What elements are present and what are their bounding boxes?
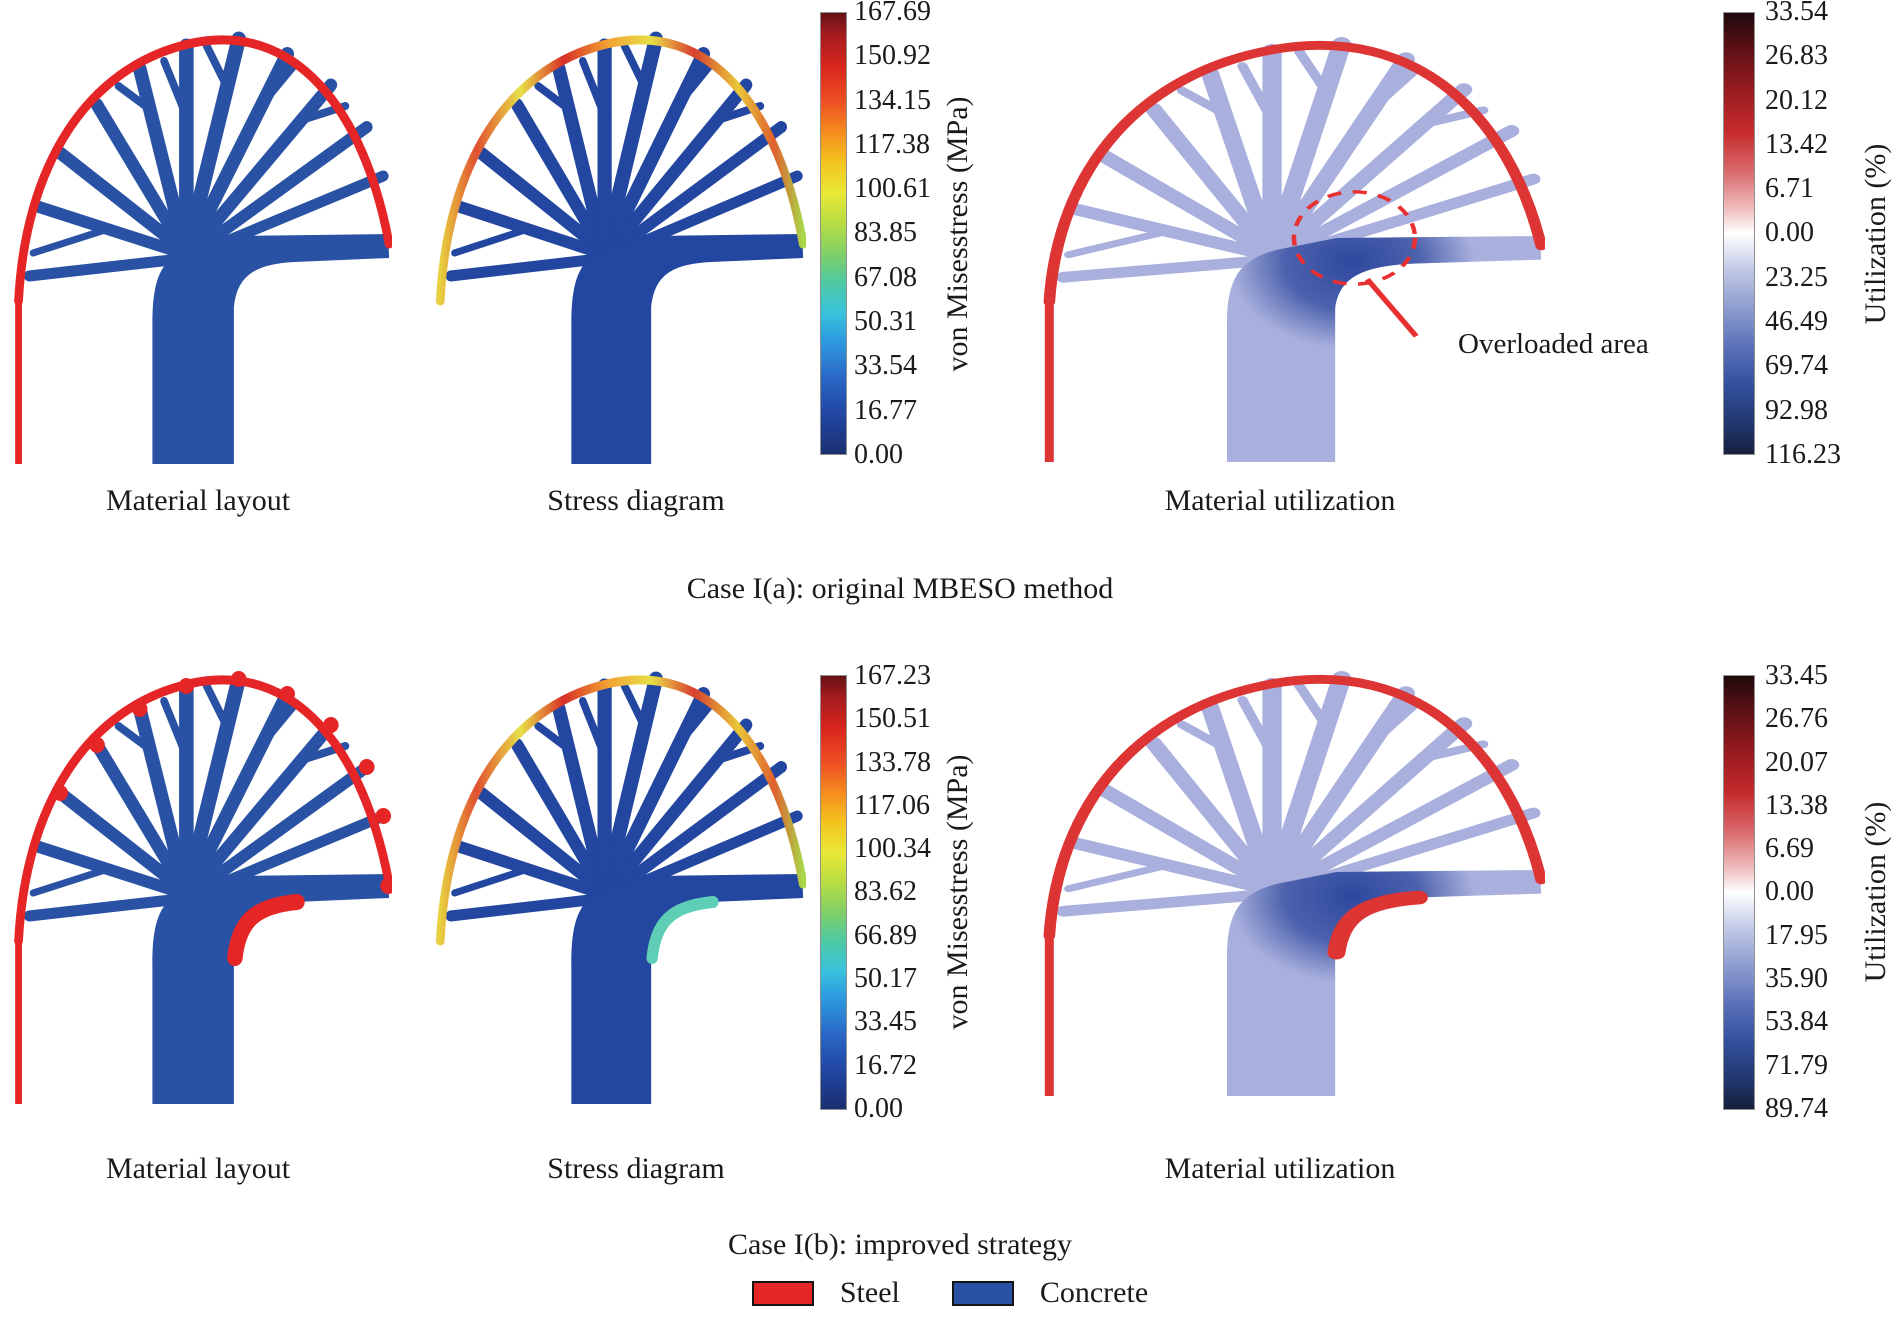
stress-colorbar-a-axis-label: von Misesstress (MPa) — [941, 96, 974, 372]
steel-swatch — [751, 1280, 814, 1306]
panel-stress-diagram-b — [426, 646, 806, 1106]
overloaded-area-annotation: Overloaded area — [1458, 328, 1649, 360]
utilization-colorbar-a-ticks: 33.54 26.83 20.12 13.42 6.71 0.00 23.25 46.49 69… — [1765, 0, 1841, 470]
stress-colorbar-a — [820, 12, 847, 455]
colorbar-tick-label: 66.89 — [854, 919, 917, 951]
material-layout-a-graphic — [14, 31, 392, 464]
caption-material-layout-a: Material layout — [105, 484, 291, 517]
stress-colorbar-b-ticks: 167.23 150.51 133.78 117.06 100.34 83.62 66.89… — [854, 661, 931, 1124]
colorbar-tick-label: 35.90 — [1765, 963, 1828, 995]
steel-label: Steel — [839, 1276, 900, 1309]
concrete-label: Concrete — [1039, 1276, 1149, 1309]
stress-diagram-a-graphic — [435, 31, 806, 464]
utilization-colorbar-a — [1723, 12, 1755, 455]
caption-material-utilization-b: Material utilization — [1164, 1152, 1396, 1185]
colorbar-tick-label: 23.25 — [1765, 261, 1828, 293]
colorbar-tick-label: 50.17 — [854, 963, 917, 995]
colorbar-tick-label: 83.85 — [854, 217, 917, 249]
panel-material-utilization-a: Overloaded area — [1030, 12, 1720, 474]
colorbar-tick-label: 67.08 — [854, 261, 917, 293]
colorbar-tick-label: 0.00 — [854, 438, 903, 470]
colorbar-tick-label: 100.34 — [854, 833, 931, 865]
colorbar-tick-label: 167.23 — [854, 660, 931, 691]
utilization-colorbar-a-axis-label: Utilization (%) — [1859, 143, 1892, 325]
colorbar-tick-label: 20.12 — [1765, 84, 1828, 116]
material-layout-b-graphic — [14, 671, 392, 1104]
colorbar-tick-label: 89.74 — [1765, 1092, 1828, 1124]
colorbar-tick-label: 33.54 — [1765, 0, 1828, 27]
utilization-colorbar-b-ticks: 33.45 26.76 20.07 13.38 6.69 0.00 17.95 35.90 53… — [1765, 661, 1828, 1124]
caption-stress-diagram-b: Stress diagram — [547, 1152, 725, 1185]
panel-material-utilization-b — [1030, 646, 1720, 1108]
colorbar-tick-label: 26.76 — [1765, 703, 1828, 735]
panel-material-layout-a — [4, 6, 392, 466]
caption-material-layout-b: Material layout — [105, 1152, 291, 1185]
colorbar-tick-label: 117.06 — [854, 789, 930, 821]
colorbar-tick-label: 16.72 — [854, 1049, 917, 1081]
stress-colorbar-b — [820, 675, 847, 1110]
legend-item-concrete: Concrete — [951, 1276, 1149, 1310]
colorbar-tick-label: 133.78 — [854, 746, 931, 778]
colorbar-tick-label: 0.00 — [1765, 876, 1814, 908]
colorbar-tick-label: 150.92 — [854, 40, 931, 72]
utilization-colorbar-b — [1723, 675, 1755, 1110]
caption-material-utilization-a: Material utilization — [1164, 484, 1396, 517]
colorbar-tick-label: 69.74 — [1765, 350, 1828, 382]
colorbar-tick-label: 0.00 — [854, 1092, 903, 1124]
colorbar-tick-label: 20.07 — [1765, 746, 1828, 778]
colorbar-tick-label: 71.79 — [1765, 1049, 1828, 1081]
case-b-title: Case I(b): improved strategy — [727, 1228, 1073, 1261]
colorbar-tick-label: 117.38 — [854, 128, 930, 160]
stress-colorbar-b-axis-label: von Misesstress (MPa) — [941, 754, 974, 1030]
colorbar-tick-label: 53.84 — [1765, 1006, 1828, 1038]
colorbar-tick-label: 26.83 — [1765, 40, 1828, 72]
colorbar-tick-label: 6.71 — [1765, 173, 1814, 205]
legend-item-steel: Steel — [751, 1276, 900, 1310]
panel-material-layout-b — [4, 646, 392, 1106]
colorbar-tick-label: 46.49 — [1765, 306, 1828, 338]
colorbar-tick-label: 116.23 — [1765, 438, 1841, 470]
colorbar-tick-label: 6.69 — [1765, 833, 1814, 865]
caption-stress-diagram-a: Stress diagram — [547, 484, 725, 517]
colorbar-tick-label: 16.77 — [854, 394, 917, 426]
stress-diagram-b-graphic — [435, 671, 806, 1104]
material-utilization-b-graphic — [1043, 671, 1545, 1097]
colorbar-tick-label: 33.45 — [854, 1006, 917, 1038]
material-utilization-a-graphic — [1043, 37, 1545, 463]
colorbar-tick-label: 167.69 — [854, 0, 931, 27]
colorbar-tick-label: 17.95 — [1765, 919, 1828, 951]
colorbar-tick-label: 33.54 — [854, 350, 917, 382]
colorbar-tick-label: 13.42 — [1765, 128, 1828, 160]
case-a-title: Case I(a): original MBESO method — [686, 572, 1114, 605]
colorbar-tick-label: 134.15 — [854, 84, 931, 116]
concrete-swatch — [951, 1280, 1014, 1306]
colorbar-tick-label: 13.38 — [1765, 789, 1828, 821]
colorbar-tick-label: 100.61 — [854, 173, 931, 205]
panel-stress-diagram-a — [426, 6, 806, 466]
colorbar-tick-label: 150.51 — [854, 703, 931, 735]
stress-colorbar-a-ticks: 167.69 150.92 134.15 117.38 100.61 83.85 67.08… — [854, 0, 931, 470]
colorbar-tick-label: 0.00 — [1765, 217, 1814, 249]
colorbar-tick-label: 92.98 — [1765, 394, 1828, 426]
colorbar-tick-label: 33.45 — [1765, 660, 1828, 691]
colorbar-tick-label: 83.62 — [854, 876, 917, 908]
legend: Steel Concrete — [500, 1276, 1400, 1310]
utilization-colorbar-b-axis-label: Utilization (%) — [1859, 801, 1892, 983]
colorbar-tick-label: 50.31 — [854, 306, 917, 338]
